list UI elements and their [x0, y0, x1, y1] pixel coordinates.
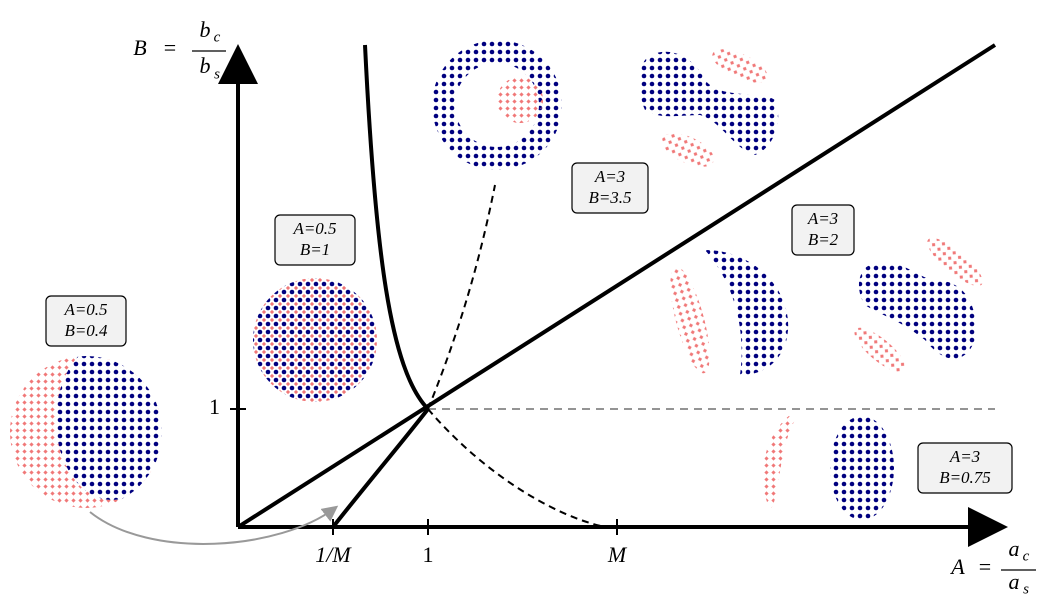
cluster: [662, 250, 788, 377]
x-tick-label: 1/M: [315, 542, 352, 567]
state-b: B=3.5: [588, 188, 631, 207]
cluster: [10, 340, 168, 508]
shape: [662, 263, 718, 376]
y-tick-label: 1: [209, 394, 220, 419]
dashed-curve: [428, 409, 605, 527]
phase-diagram: 1/M 1 M 1 B = b c b s A = a c a s: [0, 0, 1041, 597]
shape: [56, 340, 168, 500]
shape: [705, 250, 788, 375]
label-num: a: [1009, 536, 1020, 561]
state-box: A=3 B=3.5: [572, 163, 648, 213]
cluster: [763, 415, 894, 520]
state-a: A=3: [949, 447, 980, 466]
label-var: B: [133, 35, 146, 60]
shape: [657, 126, 719, 173]
shape: [253, 278, 377, 402]
label-var: A: [949, 554, 965, 579]
label-den-sub: s: [1023, 581, 1029, 597]
x-axis-label: A = a c a s: [949, 536, 1036, 597]
state-b: B=0.4: [64, 321, 108, 340]
shape: [497, 77, 543, 123]
label-eq: =: [979, 554, 991, 579]
state-a: A=3: [807, 209, 838, 228]
label-den: a: [1009, 569, 1020, 594]
state-a: A=3: [594, 167, 625, 186]
shape: [432, 40, 562, 170]
cluster: [253, 278, 377, 402]
state-box: A=0.5 B=0.4: [46, 296, 126, 346]
cluster: [432, 40, 562, 170]
shape: [848, 321, 911, 379]
state-box: A=3 B=0.75: [918, 443, 1012, 493]
label-num: b: [200, 17, 211, 42]
label-num-sub: c: [1023, 548, 1030, 564]
state-box: A=0.5 B=1: [275, 215, 355, 265]
label-den: b: [200, 53, 211, 78]
state-b: B=0.75: [939, 468, 991, 487]
state-box: A=3 B=2: [792, 205, 854, 255]
x-tick-label: 1: [423, 542, 434, 567]
cluster: [640, 42, 778, 173]
label-eq: =: [164, 35, 176, 60]
x-tick-label: M: [607, 542, 628, 567]
shape: [708, 42, 773, 89]
cluster: [848, 231, 988, 379]
boundary-curve: [333, 409, 428, 527]
state-a: A=0.5: [292, 219, 336, 238]
label-den-sub: s: [214, 66, 220, 82]
shape: [763, 415, 795, 510]
label-num-sub: c: [214, 29, 221, 45]
dashed-curve: [428, 185, 495, 409]
shape: [830, 416, 894, 520]
state-b: B=1: [300, 240, 330, 259]
state-a: A=0.5: [63, 300, 107, 319]
y-axis-label: B = b c b s: [133, 17, 226, 82]
state-b: B=2: [808, 230, 839, 249]
